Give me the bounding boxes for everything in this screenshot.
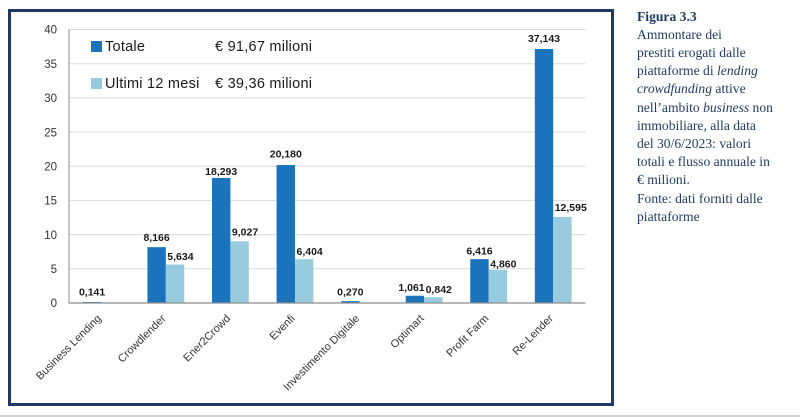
svg-text:Profit Farm: Profit Farm xyxy=(444,313,491,360)
svg-text:5: 5 xyxy=(51,264,57,276)
svg-text:Re-Lender: Re-Lender xyxy=(511,312,556,357)
svg-text:Optimart: Optimart xyxy=(388,313,426,351)
svg-text:37,143: 37,143 xyxy=(528,33,560,45)
svg-text:40: 40 xyxy=(44,25,57,37)
svg-text:15: 15 xyxy=(44,196,57,208)
svg-text:Ener2Crowd: Ener2Crowd xyxy=(181,313,233,365)
svg-text:6,404: 6,404 xyxy=(297,246,323,258)
svg-text:Ultimi 12 mesi: Ultimi 12 mesi xyxy=(105,76,200,92)
svg-text:5,634: 5,634 xyxy=(167,251,193,263)
svg-text:30: 30 xyxy=(44,93,57,105)
svg-text:6,416: 6,416 xyxy=(466,246,492,258)
svg-text:1,061: 1,061 xyxy=(398,282,424,294)
svg-text:20: 20 xyxy=(44,161,57,173)
svg-text:0,141: 0,141 xyxy=(79,287,105,299)
svg-text:Totale: Totale xyxy=(105,39,145,55)
svg-text:18,293: 18,293 xyxy=(205,166,237,178)
svg-text:0,270: 0,270 xyxy=(337,287,363,299)
svg-text:25: 25 xyxy=(44,127,57,139)
svg-text:10: 10 xyxy=(44,230,57,242)
svg-text:8,166: 8,166 xyxy=(143,232,169,244)
svg-text:4,860: 4,860 xyxy=(490,258,516,270)
svg-text:Evenfi: Evenfi xyxy=(268,313,298,343)
svg-text:20,180: 20,180 xyxy=(270,149,302,161)
svg-text:35: 35 xyxy=(44,59,57,71)
svg-text:Crowdlender: Crowdlender xyxy=(116,312,169,365)
svg-text:9,027: 9,027 xyxy=(232,226,258,238)
svg-text:Business Lending: Business Lending xyxy=(34,313,104,383)
svg-text:0: 0 xyxy=(51,298,57,310)
svg-text:12,595: 12,595 xyxy=(555,202,587,214)
svg-text:€ 91,67 milioni: € 91,67 milioni xyxy=(215,39,312,55)
svg-text:€ 39,36 milioni: € 39,36 milioni xyxy=(215,76,312,92)
svg-text:0,842: 0,842 xyxy=(426,284,452,296)
